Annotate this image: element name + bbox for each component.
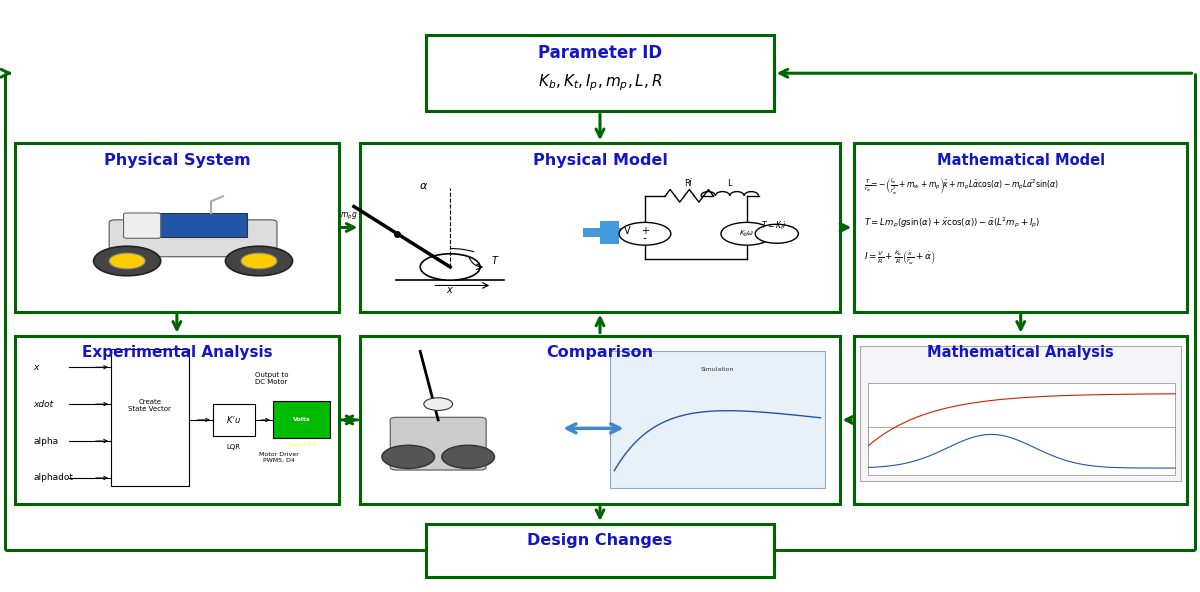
Text: $K_b\omega$: $K_b\omega$ [739,229,755,239]
Text: x: x [34,363,38,372]
FancyBboxPatch shape [124,213,161,239]
FancyBboxPatch shape [610,352,826,488]
Text: $\alpha$: $\alpha$ [419,181,428,191]
Text: $\frac{T}{r_w}\!=\!-\!\left(\frac{I_w}{r_w^2}+m_w+m_p\right)\!\ddot{x}+m_p L\ddo: $\frac{T}{r_w}\!=\!-\!\left(\frac{I_w}{r… [864,178,1058,197]
Text: Motor Driver
PWM5, D4: Motor Driver PWM5, D4 [259,452,299,462]
Circle shape [755,224,798,243]
Text: xdot: xdot [34,400,53,408]
Circle shape [109,253,145,269]
FancyBboxPatch shape [360,336,840,504]
Text: $i$: $i$ [688,176,692,188]
Text: $V_{supply}=4.5$: $V_{supply}=4.5$ [287,440,317,451]
Text: Simulation: Simulation [701,367,734,372]
Text: R: R [684,179,690,188]
Text: Mathematical Model: Mathematical Model [937,153,1105,168]
Text: Physical Model: Physical Model [533,153,667,168]
Text: Create
State Vector: Create State Vector [128,399,172,412]
Circle shape [382,445,434,468]
FancyBboxPatch shape [109,220,277,257]
FancyBboxPatch shape [854,336,1187,504]
FancyBboxPatch shape [110,349,188,486]
FancyBboxPatch shape [860,346,1181,481]
Text: Mathematical Analysis: Mathematical Analysis [928,345,1114,360]
Circle shape [241,253,277,269]
Text: LQR: LQR [227,443,241,450]
FancyBboxPatch shape [16,143,338,312]
FancyBboxPatch shape [212,404,254,436]
Text: +: + [641,226,649,236]
Circle shape [424,398,452,410]
Circle shape [619,223,671,245]
FancyBboxPatch shape [157,213,247,237]
Circle shape [94,246,161,276]
FancyBboxPatch shape [390,417,486,470]
Text: $m_p g$: $m_p g$ [340,211,358,221]
Text: Output to
DC Motor: Output to DC Motor [254,372,288,385]
Circle shape [721,223,773,245]
Text: Parameter ID: Parameter ID [538,44,662,63]
Text: alpha: alpha [34,436,58,446]
Text: $K'u$: $K'u$ [227,414,241,426]
FancyBboxPatch shape [426,35,774,111]
FancyBboxPatch shape [426,524,774,577]
Circle shape [420,254,480,280]
Text: $I = \frac{V}{R}+\frac{k_b}{R}\left(\frac{\dot{x}}{r_w}+\dot{\alpha}\right)$: $I = \frac{V}{R}+\frac{k_b}{R}\left(\fra… [864,249,936,266]
Text: $K_b, K_t, I_p, m_p, L, R$: $K_b, K_t, I_p, m_p, L, R$ [538,72,662,93]
FancyBboxPatch shape [360,143,840,312]
Text: Design Changes: Design Changes [527,533,673,548]
Circle shape [226,246,293,276]
FancyBboxPatch shape [583,229,636,237]
FancyBboxPatch shape [16,336,338,504]
Text: Volts: Volts [293,417,311,423]
Text: $T$: $T$ [491,255,499,266]
FancyBboxPatch shape [854,143,1187,312]
Text: alphadot: alphadot [34,474,73,482]
Text: Experimental Analysis: Experimental Analysis [82,345,272,360]
Text: $T=K_ti$: $T=K_ti$ [761,220,787,232]
FancyBboxPatch shape [869,383,1175,453]
Text: Comparison: Comparison [546,345,654,360]
Text: V: V [624,226,630,236]
Text: $T = Lm_p(g\sin(\alpha)+\ddot{x}\cos(\alpha))-\ddot{\alpha}(L^2m_p+I_p)$: $T = Lm_p(g\sin(\alpha)+\ddot{x}\cos(\al… [864,215,1040,230]
FancyBboxPatch shape [869,427,1175,475]
Text: -: - [643,233,647,243]
Text: L: L [727,179,732,188]
Text: $x$: $x$ [446,285,455,295]
Circle shape [442,445,494,468]
FancyBboxPatch shape [272,401,330,439]
FancyBboxPatch shape [600,221,619,244]
Text: Physical System: Physical System [103,153,251,168]
